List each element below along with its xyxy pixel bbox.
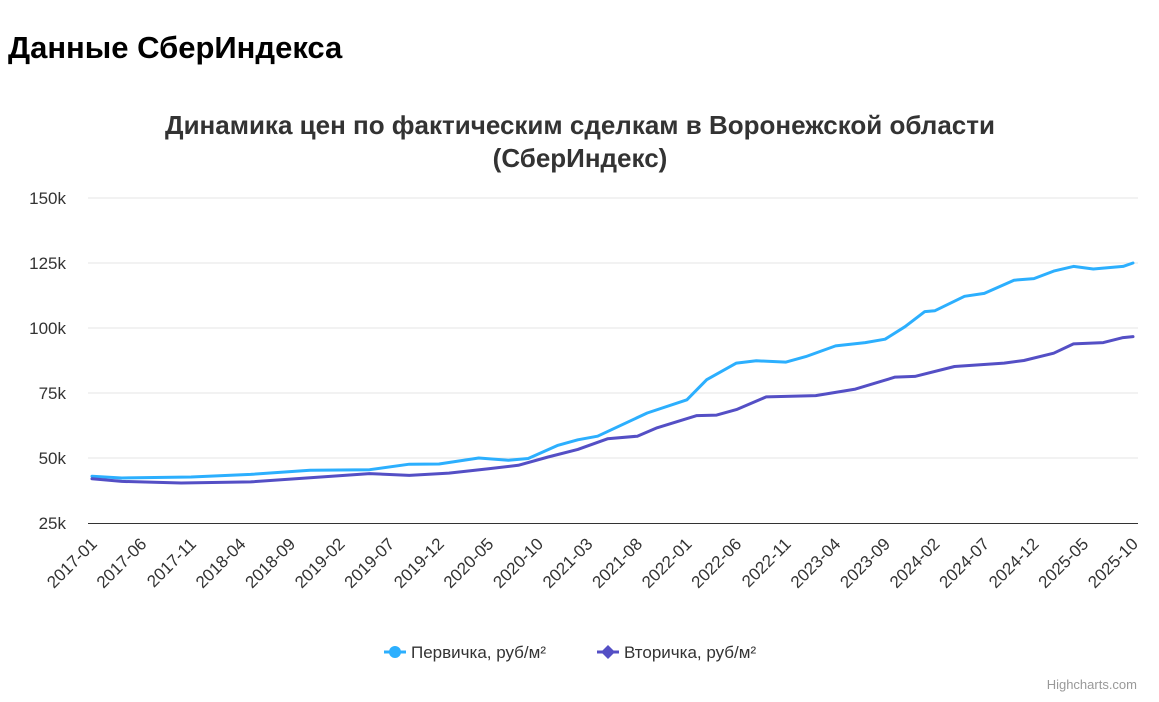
- legend-label: Вторичка, руб/м²: [624, 643, 756, 662]
- chart-title-line-1: Динамика цен по фактическим сделкам в Во…: [165, 110, 995, 140]
- x-tick-label: 2017-06: [93, 534, 151, 592]
- x-tick-label: 2024-02: [886, 534, 944, 592]
- y-tick-label: 50k: [39, 449, 67, 468]
- x-tick-label: 2024-07: [936, 534, 994, 592]
- y-tick-label: 125k: [29, 254, 66, 273]
- series-line-primary[interactable]: [90, 261, 1135, 480]
- x-tick-label: 2022-01: [638, 534, 696, 592]
- chart-title-line-2: (СберИндекс): [493, 143, 668, 173]
- x-tick-label: 2024-12: [985, 534, 1043, 592]
- circle-marker-icon: [389, 646, 401, 658]
- x-tick-label: 2020-10: [489, 534, 547, 592]
- x-tick-label: 2017-01: [43, 534, 101, 592]
- x-tick-label: 2019-07: [341, 534, 399, 592]
- y-tick-label: 150k: [29, 189, 66, 208]
- x-tick-label: 2021-03: [539, 534, 597, 592]
- x-tick-label: 2022-11: [738, 534, 795, 591]
- legend-label: Первичка, руб/м²: [411, 643, 546, 662]
- y-tick-label: 100k: [29, 319, 66, 338]
- diamond-marker-icon: [601, 645, 615, 659]
- legend-item-secondary[interactable]: Вторичка, руб/м²: [597, 643, 756, 662]
- x-tick-label: 2025-05: [1035, 534, 1093, 592]
- x-tick-label: 2023-04: [787, 534, 845, 592]
- x-tick-label: 2018-09: [242, 534, 300, 592]
- x-tick-label: 2023-09: [836, 534, 894, 592]
- credits-link[interactable]: Highcharts.com: [1047, 677, 1137, 692]
- y-tick-label: 25k: [39, 514, 67, 533]
- x-tick-label: 2025-10: [1084, 534, 1142, 592]
- x-tick-label: 2019-12: [390, 534, 448, 592]
- x-tick-label: 2020-05: [440, 534, 498, 592]
- x-tick-label: 2021-08: [589, 534, 647, 592]
- series-line-secondary[interactable]: [90, 335, 1135, 485]
- legend-item-primary[interactable]: Первичка, руб/м²: [384, 643, 546, 662]
- x-tick-label: 2017-11: [143, 534, 200, 591]
- x-tick-label: 2022-06: [688, 534, 746, 592]
- y-tick-label: 75k: [39, 384, 67, 403]
- page-title: Данные СберИндекса: [8, 30, 343, 65]
- x-tick-label: 2019-02: [291, 534, 349, 592]
- x-tick-label: 2018-04: [192, 534, 250, 592]
